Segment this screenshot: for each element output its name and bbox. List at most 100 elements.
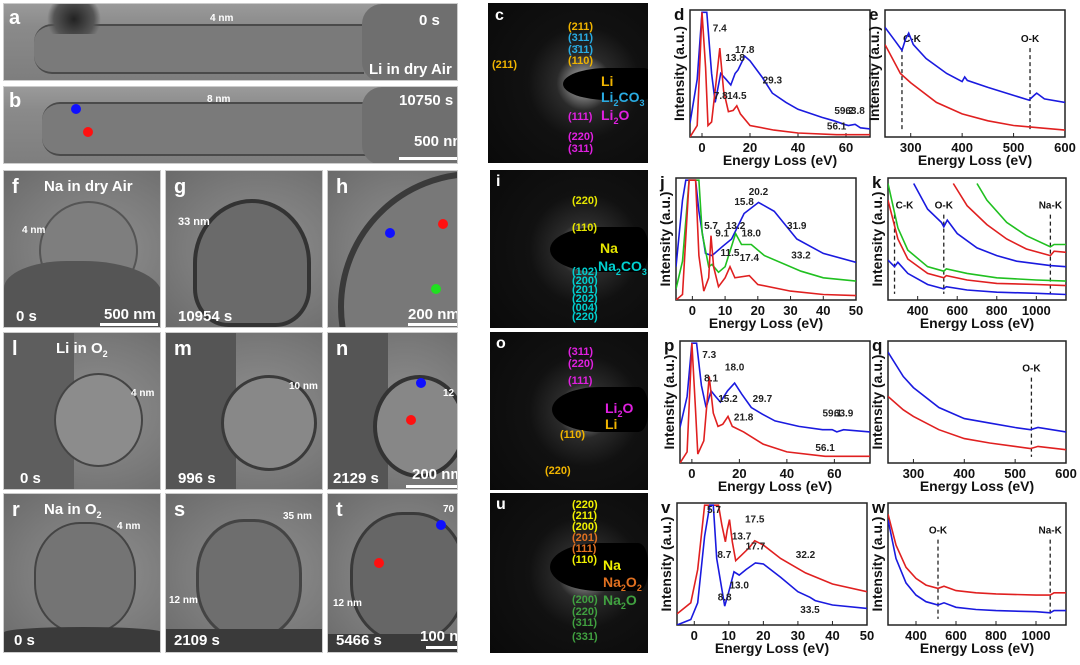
y-axis-label: Intensity (a.u.) <box>869 192 885 287</box>
x-tick-label: 10 <box>722 628 736 643</box>
x-tick-label: 30 <box>791 628 805 643</box>
scale-bar <box>399 157 457 160</box>
peak-label: 63.8 <box>845 106 865 117</box>
edge-label: O-K <box>935 201 954 212</box>
x-axis-label: Energy Loss (eV) <box>918 152 1032 168</box>
miller-index: (331) <box>572 631 598 643</box>
peak-label: 13.7 <box>732 532 752 543</box>
beam-stop <box>550 227 648 272</box>
blue-marker <box>385 228 395 238</box>
peak-label: 8.1 <box>704 373 718 384</box>
thickness-label: 4 nm <box>210 13 234 24</box>
edge-label: Na-K <box>1039 201 1063 212</box>
peak-label: 31.9 <box>787 221 807 232</box>
time-label: 2129 s <box>333 470 379 487</box>
edge-label: O-K <box>929 526 948 537</box>
peak-label: 7.3 <box>702 350 716 361</box>
x-tick-label: 800 <box>985 628 1007 643</box>
x-tick-label: 40 <box>780 466 794 481</box>
series-red <box>888 395 1066 451</box>
x-tick-label: 0 <box>688 466 695 481</box>
x-axis-label: Energy Loss (eV) <box>718 478 832 494</box>
panel-label: l <box>12 338 18 360</box>
peak-label: 33.5 <box>800 605 820 616</box>
x-tick-label: 1000 <box>1022 303 1051 318</box>
panel-label: e <box>869 5 878 24</box>
peak-label: 56.1 <box>815 443 835 454</box>
x-tick-label: 50 <box>860 628 874 643</box>
particle <box>350 512 457 643</box>
beam-stop <box>550 543 648 591</box>
thickness-label: 35 nm <box>283 511 312 522</box>
red-marker <box>83 127 93 137</box>
series-blue <box>888 351 1066 433</box>
peak-label: 29.7 <box>753 394 773 405</box>
panel-label: r <box>12 499 20 521</box>
miller-index: (220) <box>572 311 598 323</box>
chart-j: 0 10 20 30 40 50 Energy Loss (eV) Intensity (a.… <box>657 173 863 331</box>
miller-index: (311) <box>568 346 594 358</box>
tem-panel-n: n 12 nm 2129 s 200 nm <box>327 332 458 490</box>
time-label: 5466 s <box>336 632 382 649</box>
miller-index: (311) <box>568 32 594 44</box>
series-red <box>676 179 856 300</box>
series-red-upper <box>952 183 1066 257</box>
phase-label: Na2CO3 <box>598 258 647 277</box>
x-tick-label: 20 <box>743 140 757 155</box>
tem-panel-m: m 10 nm 996 s <box>165 332 323 490</box>
peak-label: 21.8 <box>734 412 754 423</box>
x-tick-label: 600 <box>1054 140 1076 155</box>
series-red <box>677 504 867 615</box>
panel-label: t <box>336 499 343 521</box>
thickness-label-2: 12 nm <box>333 598 362 609</box>
scale-bar <box>406 485 457 488</box>
phase-label: Li2CO3 <box>601 89 645 108</box>
series-blue <box>888 519 1066 614</box>
x-tick-label: 20 <box>732 466 746 481</box>
phase-label: Na <box>600 240 618 256</box>
chart-v: 0 10 20 30 40 50 Energy Loss (eV) Intensity (a.… <box>658 498 874 656</box>
miller-index: (220) <box>572 499 598 511</box>
thickness-label: 4 nm <box>117 521 141 532</box>
x-tick-label: 300 <box>900 140 922 155</box>
peak-label: 13.8 <box>725 53 745 64</box>
electrode <box>362 4 457 80</box>
peak-label: 9.1 <box>715 229 729 240</box>
series-red <box>680 343 870 463</box>
series-red <box>885 44 1065 131</box>
miller-index: (200) <box>572 521 598 533</box>
peak-label: 18.0 <box>742 229 762 240</box>
miller-index: (004) <box>572 302 598 314</box>
panel-label: d <box>674 5 684 24</box>
tem-panel-s: s 35 nm 12 nm 2109 s <box>165 493 323 653</box>
condition-label: Na in O2 <box>44 501 102 520</box>
x-tick-label: 600 <box>1055 466 1077 481</box>
panel-label: c <box>495 7 504 24</box>
series-blue <box>677 504 867 625</box>
plot-frame <box>887 177 1067 301</box>
scale-bar-label: 200 nm <box>408 306 458 323</box>
peak-label: 33.2 <box>791 251 811 262</box>
miller-index: (110) <box>568 55 594 67</box>
panel-label: q <box>872 336 882 355</box>
series-red-lower <box>888 200 1066 287</box>
condition-label: Na in dry Air <box>44 178 133 195</box>
miller-index: (220) <box>568 131 594 143</box>
plot-frame <box>676 502 868 626</box>
series-red <box>888 513 1066 596</box>
x-tick-label: 0 <box>698 140 705 155</box>
tem-panel-g: g 33 nm 10954 s <box>165 170 323 328</box>
series-blue <box>885 26 1065 104</box>
time-label: 0 s <box>20 470 41 487</box>
miller-index: (211) <box>572 510 598 522</box>
scale-bar <box>100 323 158 326</box>
edge-label: O-K <box>1021 34 1040 45</box>
peak-label: 13.0 <box>729 580 749 591</box>
tem-panel-t: t 70 nm 12 nm 5466 s 100 nm <box>327 493 458 653</box>
thickness-label: 70 nm <box>443 504 457 515</box>
green-marker <box>431 284 441 294</box>
scale-bar-label: 200 nm <box>412 466 457 483</box>
miller-index: (202) <box>572 293 598 305</box>
scale-bar <box>408 323 457 326</box>
